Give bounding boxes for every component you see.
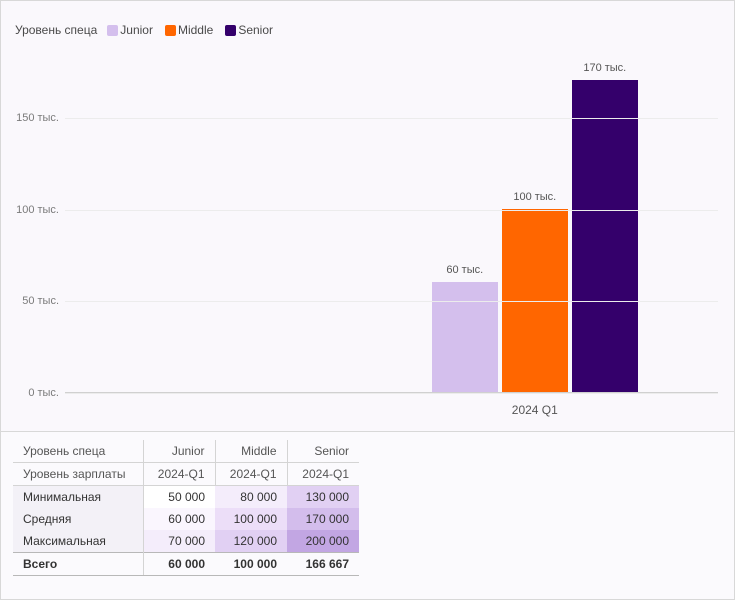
legend-item-middle: Middle bbox=[165, 23, 213, 37]
bar-value-label: 60 тыс. bbox=[425, 264, 505, 276]
y-tick-label: 150 тыс. bbox=[9, 112, 59, 124]
gridline bbox=[65, 301, 718, 302]
table-cell: 120 000 bbox=[215, 530, 287, 553]
bars-group: 60 тыс. 100 тыс. 170 тыс. bbox=[65, 63, 718, 392]
table-row: Средняя60 000100 000170 000 bbox=[13, 508, 359, 530]
table: Уровень спеца Junior Middle Senior Урове… bbox=[13, 440, 359, 576]
page: Уровень спеца Junior Middle Senior 60 ты… bbox=[0, 0, 735, 600]
legend-label-junior: Junior bbox=[120, 23, 153, 37]
legend-swatch-junior bbox=[107, 25, 118, 36]
table-header-salary: Уровень зарплаты bbox=[13, 463, 143, 486]
legend-item-junior: Junior bbox=[107, 23, 153, 37]
table-row-label: Средняя bbox=[13, 508, 143, 530]
table-row-label: Минимальная bbox=[13, 486, 143, 509]
bar-senior bbox=[572, 80, 638, 392]
table-row: Минимальная50 00080 000130 000 bbox=[13, 486, 359, 509]
legend-swatch-senior bbox=[225, 25, 236, 36]
table-row: Максимальная70 000120 000200 000 bbox=[13, 530, 359, 553]
table-header-row-1: Уровень спеца Junior Middle Senior bbox=[13, 440, 359, 463]
table-subcol-1: 2024-Q1 bbox=[215, 463, 287, 486]
table-row-label: Максимальная bbox=[13, 530, 143, 553]
table-total-0: 60 000 bbox=[143, 553, 215, 576]
plot-area: 60 тыс.100 тыс.170 тыс. 0 тыс.50 тыс.100… bbox=[65, 63, 718, 393]
table-subcol-2: 2024-Q1 bbox=[287, 463, 359, 486]
legend-title: Уровень спеца bbox=[15, 23, 97, 37]
table-col-junior: Junior bbox=[143, 440, 215, 463]
gridline bbox=[65, 118, 718, 119]
table-cell: 100 000 bbox=[215, 508, 287, 530]
x-category-label: 2024 Q1 bbox=[512, 403, 558, 417]
bar-middle bbox=[502, 209, 568, 392]
table-total-label: Всего bbox=[13, 553, 143, 576]
table-cell: 60 000 bbox=[143, 508, 215, 530]
table-col-senior: Senior bbox=[287, 440, 359, 463]
y-tick-label: 100 тыс. bbox=[9, 204, 59, 216]
table-cell: 70 000 bbox=[143, 530, 215, 553]
table-cell: 130 000 bbox=[287, 486, 359, 509]
table-header-row-2: Уровень зарплаты 2024-Q1 2024-Q1 2024-Q1 bbox=[13, 463, 359, 486]
table-subcol-0: 2024-Q1 bbox=[143, 463, 215, 486]
legend-swatch-middle bbox=[165, 25, 176, 36]
table-total-row: Всего 60 000 100 000 166 667 bbox=[13, 553, 359, 576]
table-col-middle: Middle bbox=[215, 440, 287, 463]
table-total-2: 166 667 bbox=[287, 553, 359, 576]
table-cell: 50 000 bbox=[143, 486, 215, 509]
legend-label-senior: Senior bbox=[238, 23, 273, 37]
data-table: Уровень спеца Junior Middle Senior Урове… bbox=[1, 431, 734, 599]
legend: Уровень спеца Junior Middle Senior bbox=[15, 23, 279, 37]
gridline bbox=[65, 210, 718, 211]
table-cell: 200 000 bbox=[287, 530, 359, 553]
bar-value-label: 100 тыс. bbox=[495, 191, 575, 203]
chart: 60 тыс. 100 тыс. 170 тыс. 0 тыс. 50 тыс. 100… bbox=[1, 53, 734, 423]
y-tick-label: 50 тыс. bbox=[9, 295, 59, 307]
y-tick-label: 0 тыс. bbox=[9, 387, 59, 399]
gridline bbox=[65, 393, 718, 394]
bar-junior bbox=[432, 282, 498, 392]
table-header-level: Уровень спеца bbox=[13, 440, 143, 463]
table-total-1: 100 000 bbox=[215, 553, 287, 576]
legend-label-middle: Middle bbox=[178, 23, 213, 37]
table-cell: 80 000 bbox=[215, 486, 287, 509]
legend-item-senior: Senior bbox=[225, 23, 273, 37]
bar-value-label: 170 тыс. bbox=[565, 62, 645, 74]
table-cell: 170 000 bbox=[287, 508, 359, 530]
